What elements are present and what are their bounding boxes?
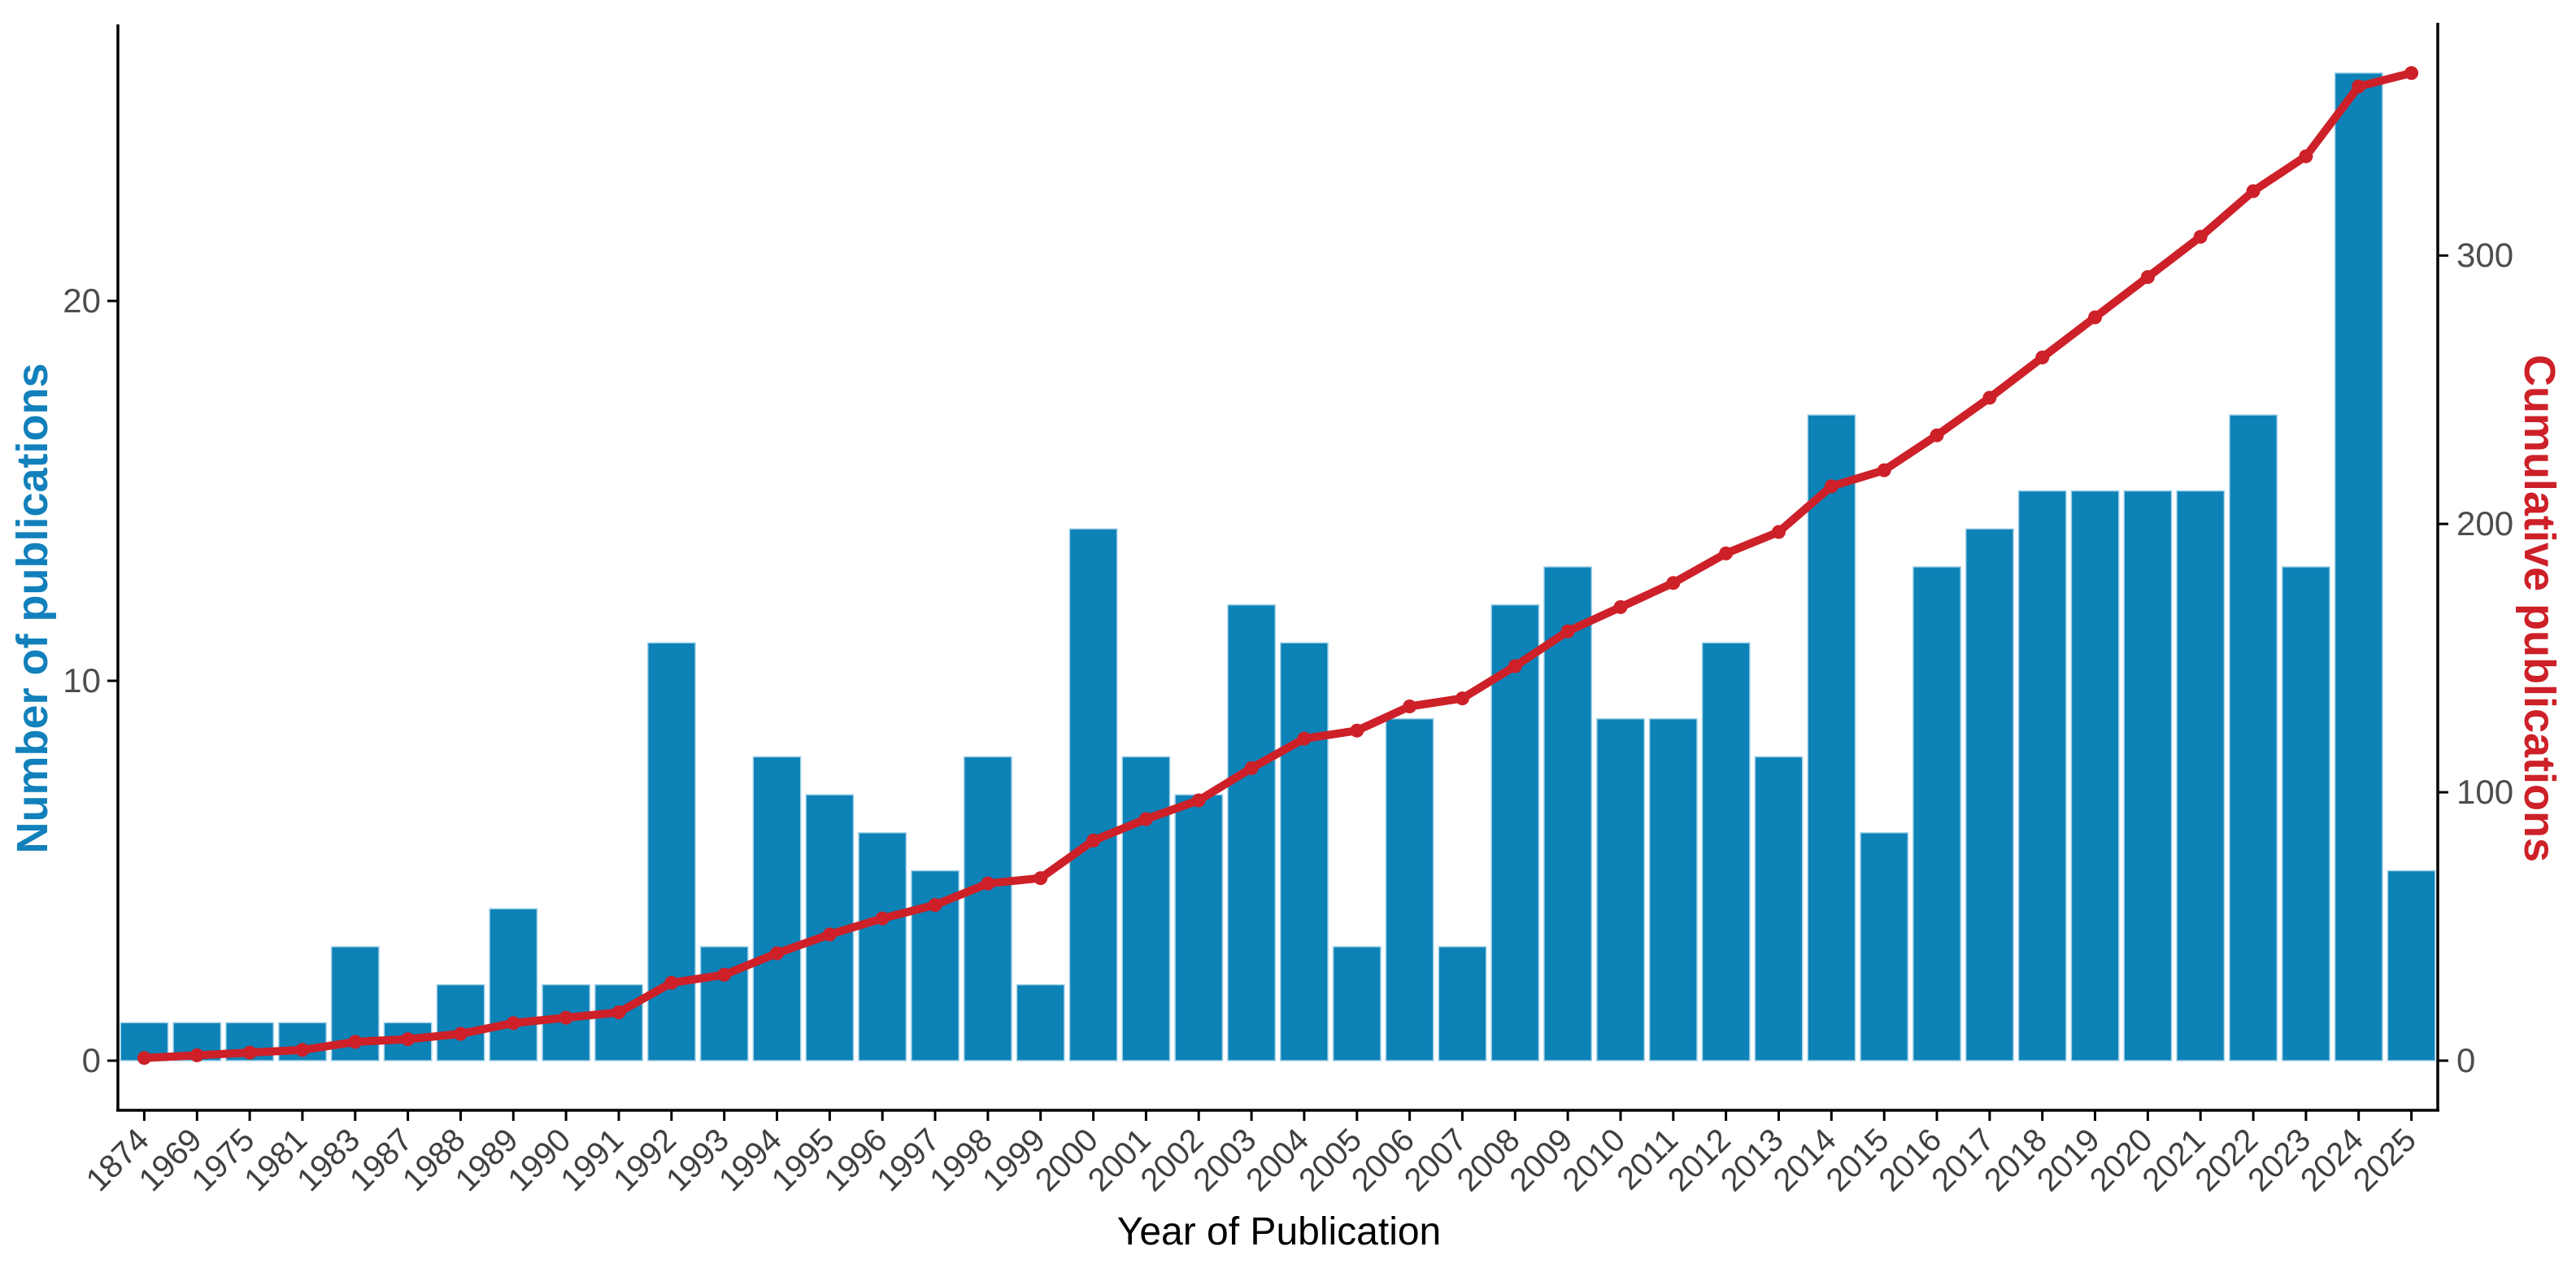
- bar-2001: [1121, 756, 1171, 1061]
- cumulative-point-2018: [2035, 351, 2050, 364]
- bar-2016: [1912, 566, 1961, 1061]
- bar-2005: [1332, 946, 1382, 1061]
- cumulative-point-1983: [348, 1035, 363, 1049]
- cumulative-point-2023: [2299, 149, 2313, 163]
- cumulative-point-1997: [928, 898, 942, 913]
- cumulative-point-1989: [506, 1016, 520, 1031]
- bar-2014: [1807, 414, 1856, 1061]
- cumulative-point-1969: [189, 1048, 204, 1062]
- cumulative-point-1975: [242, 1045, 257, 1060]
- cumulative-point-2016: [1930, 428, 1944, 442]
- cumulative-point-2004: [1297, 731, 1312, 746]
- bar-1998: [963, 756, 1012, 1061]
- bar-2024: [2334, 72, 2383, 1061]
- left-tick-label-10: 10: [63, 661, 101, 700]
- bar-2015: [1860, 832, 1909, 1061]
- bar-2011: [1648, 717, 1698, 1061]
- cumulative-point-1995: [822, 927, 837, 942]
- right-tick-label-300: 300: [2456, 236, 2513, 274]
- bar-2013: [1754, 756, 1804, 1061]
- cumulative-point-2022: [2246, 184, 2261, 198]
- cumulative-point-2019: [2088, 310, 2102, 325]
- cumulative-point-2002: [1191, 793, 1206, 808]
- bar-2020: [2123, 490, 2173, 1061]
- cumulative-point-1998: [981, 876, 995, 891]
- right-y-axis-title: Cumulative publications: [2515, 355, 2564, 862]
- bar-1994: [752, 756, 802, 1061]
- bar-2019: [2070, 490, 2120, 1061]
- cumulative-point-1874: [137, 1051, 151, 1066]
- cumulative-point-2021: [2193, 229, 2208, 244]
- bar-2004: [1279, 642, 1329, 1061]
- right-tick-label-0: 0: [2456, 1041, 2475, 1079]
- left-y-axis-title: Number of publications: [8, 363, 57, 853]
- bar-1992: [646, 642, 696, 1061]
- bar-2025: [2387, 870, 2436, 1061]
- cumulative-point-1988: [454, 1026, 468, 1041]
- cumulative-point-2025: [2404, 66, 2419, 81]
- bar-1996: [858, 832, 907, 1061]
- bar-1999: [1016, 983, 1065, 1061]
- cumulative-point-2007: [1455, 691, 1469, 706]
- cumulative-point-2012: [1719, 546, 1734, 560]
- cumulative-point-2005: [1350, 723, 1364, 738]
- bar-2009: [1543, 566, 1593, 1061]
- bar-2007: [1438, 946, 1487, 1061]
- bar-2022: [2229, 414, 2278, 1061]
- cumulative-point-1999: [1033, 871, 1048, 886]
- bar-2023: [2281, 566, 2330, 1061]
- bar-2010: [1596, 717, 1645, 1061]
- cumulative-point-1996: [875, 911, 890, 926]
- cumulative-point-2014: [1824, 479, 1838, 494]
- bar-2003: [1227, 604, 1277, 1061]
- cumulative-line: [140, 68, 2416, 1062]
- x-axis-title: Year of Publication: [1117, 1210, 1442, 1253]
- right-tick-label-200: 200: [2456, 504, 2513, 543]
- cumulative-point-1981: [295, 1043, 310, 1057]
- cumulative-point-2001: [1138, 812, 1153, 826]
- chart-plot-area: 0102001002003001874196919751981198319871…: [63, 23, 2513, 1198]
- cumulative-point-2017: [1982, 390, 1997, 405]
- cumulative-point-2013: [1772, 525, 1786, 539]
- bar-1989: [489, 908, 538, 1061]
- bar-2002: [1174, 794, 1224, 1061]
- bar-1991: [594, 983, 643, 1061]
- cumulative-point-1993: [717, 967, 732, 982]
- cumulative-point-2020: [2140, 270, 2155, 285]
- cumulative-point-2009: [1560, 624, 1575, 639]
- left-tick-label-20: 20: [63, 281, 101, 320]
- cumulative-point-2000: [1086, 833, 1101, 848]
- right-tick-label-100: 100: [2456, 773, 2513, 811]
- cumulative-point-2015: [1877, 463, 1891, 477]
- x-tick-label-2025: 2025: [2347, 1122, 2423, 1198]
- cumulative-point-2024: [2352, 79, 2366, 94]
- cumulative-point-2011: [1666, 576, 1681, 591]
- bar-2012: [1701, 642, 1751, 1061]
- cumulative-point-2003: [1244, 761, 1259, 775]
- cumulative-point-2008: [1508, 659, 1522, 673]
- bar-2008: [1490, 604, 1540, 1061]
- cumulative-point-2006: [1403, 700, 1417, 713]
- bar-2000: [1068, 528, 1118, 1061]
- bar-2017: [1965, 528, 2014, 1061]
- bar-2006: [1385, 717, 1434, 1061]
- cumulative-point-1992: [664, 975, 679, 990]
- cumulative-point-1994: [770, 946, 784, 961]
- bar-2021: [2176, 490, 2226, 1061]
- bar-2018: [2017, 490, 2067, 1061]
- cumulative-point-1990: [559, 1010, 573, 1025]
- cumulative-point-2010: [1613, 599, 1628, 614]
- bar-1988: [436, 983, 485, 1061]
- left-tick-label-0: 0: [82, 1041, 101, 1079]
- cumulative-point-1991: [611, 1005, 626, 1020]
- cumulative-point-1987: [401, 1032, 416, 1047]
